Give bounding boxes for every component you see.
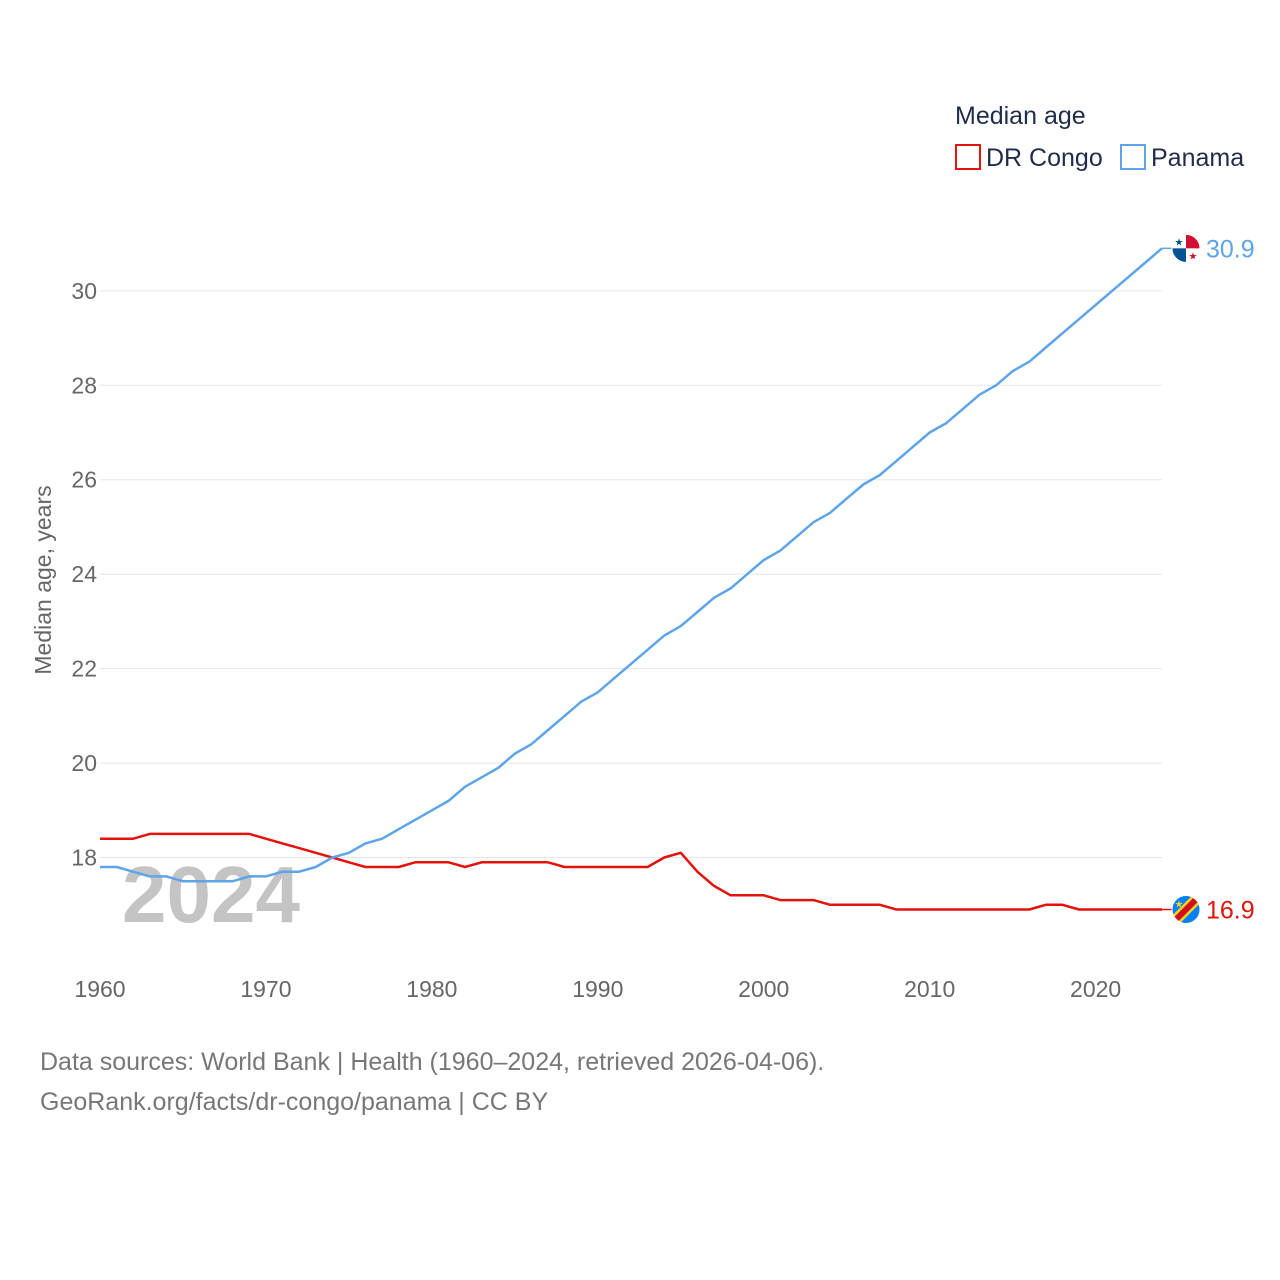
x-tick-label-1990: 1990 (572, 976, 623, 1002)
end-value-label-panama: 30.9 (1206, 235, 1255, 263)
legend: Median age DR Congo Panama (955, 102, 1244, 172)
x-axis-ticks: 1960 1970 1980 1990 2000 2010 2020 (74, 976, 1121, 1002)
svg-text:★: ★ (1175, 237, 1184, 248)
gridlines (100, 290, 1162, 859)
series-lines (100, 247, 1163, 911)
legend-item-dr-congo[interactable]: DR Congo (955, 144, 1103, 172)
legend-swatch-dr-congo (955, 144, 981, 170)
x-tick-label-2000: 2000 (738, 976, 789, 1002)
source-line-1: Data sources: World Bank | Health (1960–… (40, 1048, 825, 1076)
x-tick-label-1970: 1970 (240, 976, 291, 1002)
year-watermark: 2024 (122, 850, 300, 939)
legend-item-panama[interactable]: Panama (1120, 144, 1244, 172)
dr-congo-flag-icon: ★ (1171, 894, 1201, 924)
svg-text:★: ★ (1175, 899, 1184, 910)
y-tick-label-30: 30 (71, 278, 97, 304)
x-tick-label-1960: 1960 (74, 976, 125, 1002)
x-tick-label-2020: 2020 (1070, 976, 1121, 1002)
legend-label-panama: Panama (1151, 144, 1244, 172)
y-tick-label-24: 24 (71, 561, 97, 587)
legend-swatch-panama (1120, 144, 1146, 170)
series-end-labels: ★ 16.9★★ 30.9 (1162, 233, 1255, 924)
end-value-label-dr-congo: 16.9 (1206, 896, 1255, 924)
panama-flag-icon: ★★ (1171, 233, 1201, 263)
x-tick-label-1980: 1980 (406, 976, 457, 1002)
x-tick-label-2010: 2010 (904, 976, 955, 1002)
svg-text:★: ★ (1189, 251, 1198, 262)
y-tick-label-26: 26 (71, 467, 97, 493)
y-axis-label: Median age, years (30, 485, 56, 674)
y-tick-label-20: 20 (71, 750, 97, 776)
series-line-panama[interactable] (100, 247, 1163, 883)
source-note: Data sources: World Bank | Health (1960–… (40, 1042, 824, 1122)
legend-title: Median age (955, 102, 1086, 130)
y-tick-label-22: 22 (71, 656, 97, 682)
source-line-2[interactable]: GeoRank.org/facts/dr-congo/panama | CC B… (40, 1088, 549, 1116)
legend-label-dr-congo: DR Congo (986, 144, 1103, 172)
y-axis-ticks: 18 20 22 24 26 28 30 (71, 278, 97, 871)
series-line-dr-congo[interactable] (100, 832, 1162, 911)
y-tick-label-28: 28 (71, 372, 97, 398)
y-tick-label-18: 18 (71, 845, 97, 871)
